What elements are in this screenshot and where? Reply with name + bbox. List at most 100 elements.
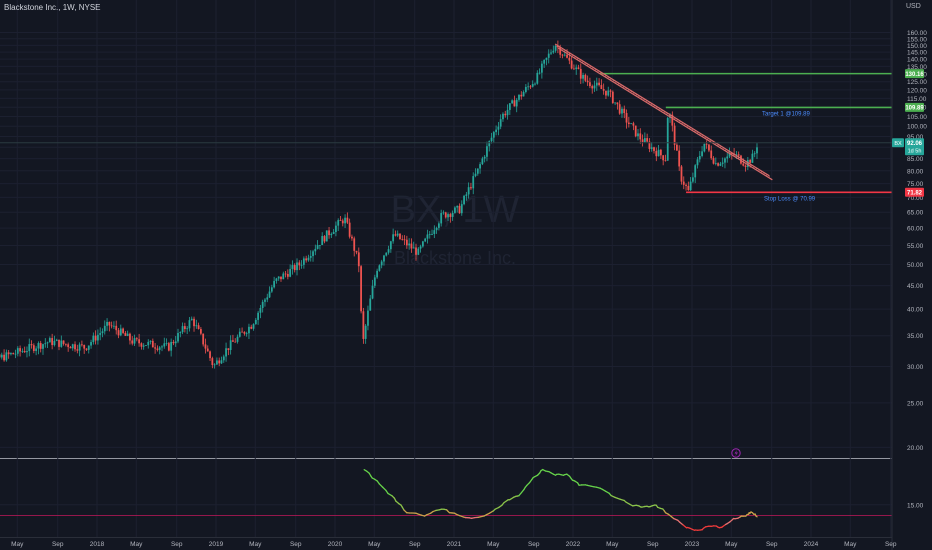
price-tags: 130.16 109.89 71.82 BX 92.06 1d 5h [892, 69, 924, 197]
candle-body [582, 74, 584, 79]
candle-body [71, 344, 74, 349]
price-tick-label: 145.00 [907, 50, 927, 57]
candle-body [266, 297, 269, 300]
candle-body [172, 341, 175, 344]
candle-body [206, 348, 209, 352]
candle-body [19, 348, 22, 352]
candle-body [717, 163, 719, 166]
candle-body [42, 344, 44, 349]
candle-body [518, 94, 520, 100]
candle-body [122, 328, 124, 333]
candle-body [170, 341, 173, 351]
candle-body [426, 234, 429, 239]
candle-body [97, 334, 99, 341]
candle-body [330, 233, 333, 236]
candle-body [671, 114, 674, 126]
candle-body [357, 252, 360, 267]
candle-body [424, 238, 427, 242]
price-axis[interactable]: 160.00155.00150.00145.00140.00135.00130.… [891, 0, 932, 550]
candle-body [465, 194, 468, 196]
candle-body [586, 80, 589, 83]
candle-body [353, 238, 356, 251]
oscillator-pane[interactable]: 1.501.00000.50000.0000-0.5000 [0, 448, 929, 537]
symbol-title[interactable]: Blackstone Inc., 1W, NYSE [4, 3, 101, 12]
candle-body [415, 247, 417, 255]
last-ticker-bg [892, 138, 904, 148]
candle-body [346, 217, 349, 223]
candle-body [284, 273, 287, 275]
candle-body [362, 311, 365, 339]
candle-body [261, 301, 264, 308]
candle-body [156, 348, 159, 350]
candle-body [540, 63, 543, 73]
candle-body [556, 45, 559, 48]
candle-body [513, 100, 516, 107]
candle-body [719, 163, 722, 166]
drawings-layer[interactable]: Target 1 @109.89 Stop Loss @ 70.99 [0, 43, 892, 202]
candle-body [85, 348, 88, 350]
target-lower-tag-bg [905, 102, 924, 112]
candle-body [195, 325, 198, 327]
candle-body [142, 345, 145, 347]
candle-body [479, 164, 481, 169]
candle-body [74, 344, 76, 350]
candle-body [589, 82, 591, 87]
candle-body [131, 340, 134, 344]
price-tick-label: 50.00 [907, 262, 924, 269]
candle-body [23, 351, 26, 353]
price-tick-label: 135.00 [907, 64, 927, 71]
candle-body [250, 326, 253, 329]
candle-body [600, 85, 603, 90]
candle-body [499, 119, 502, 127]
candle-body [14, 353, 17, 355]
price-tick-label: 20.00 [907, 445, 924, 452]
candle-body [90, 342, 92, 346]
candle-body [28, 344, 31, 352]
candle-body [442, 212, 445, 214]
candle-body [737, 154, 740, 156]
candle-body [234, 341, 237, 343]
candle-body [490, 137, 493, 142]
candle-body [325, 230, 328, 242]
candle-body [730, 153, 733, 155]
candle-body [492, 132, 495, 138]
candle-body [76, 349, 79, 351]
candle-body [428, 234, 431, 235]
candle-body [94, 335, 97, 341]
trendline-lower [557, 47, 773, 181]
candle-body [756, 147, 758, 154]
candle-body [609, 90, 612, 92]
candle-body [378, 265, 381, 271]
candle-body [481, 158, 484, 165]
candle-body [158, 347, 161, 350]
candle-body [570, 60, 573, 69]
candle-body [708, 144, 710, 151]
candle-body [154, 347, 157, 349]
candle-body [399, 233, 401, 240]
candle-body [611, 91, 614, 104]
price-tick-label: 80.00 [907, 168, 924, 175]
candle-body [3, 354, 5, 361]
time-tick-label: May [368, 541, 381, 548]
candle-body [573, 68, 575, 70]
candle-body [124, 332, 127, 336]
candle-body [337, 220, 340, 226]
candle-body [218, 360, 221, 364]
time-tick-label: May [487, 541, 500, 548]
candle-body [742, 163, 745, 166]
candle-body [568, 57, 571, 61]
time-axis[interactable]: May Sep 2018 May Sep 2019 May Sep 2020 May Sep 2021… [11, 541, 897, 548]
price-tick-label: 85.00 [907, 156, 924, 163]
candle-body [309, 256, 312, 258]
time-tick-label: 2020 [328, 541, 343, 548]
candle-body [48, 338, 51, 343]
currency-label: USD [906, 3, 921, 10]
candle-body [32, 345, 35, 351]
candle-body [204, 344, 207, 349]
candle-body [744, 165, 747, 167]
candle-body [113, 325, 115, 327]
candle-body [211, 358, 214, 366]
candle-body [282, 273, 285, 280]
oscillator-line-segment [503, 499, 509, 504]
